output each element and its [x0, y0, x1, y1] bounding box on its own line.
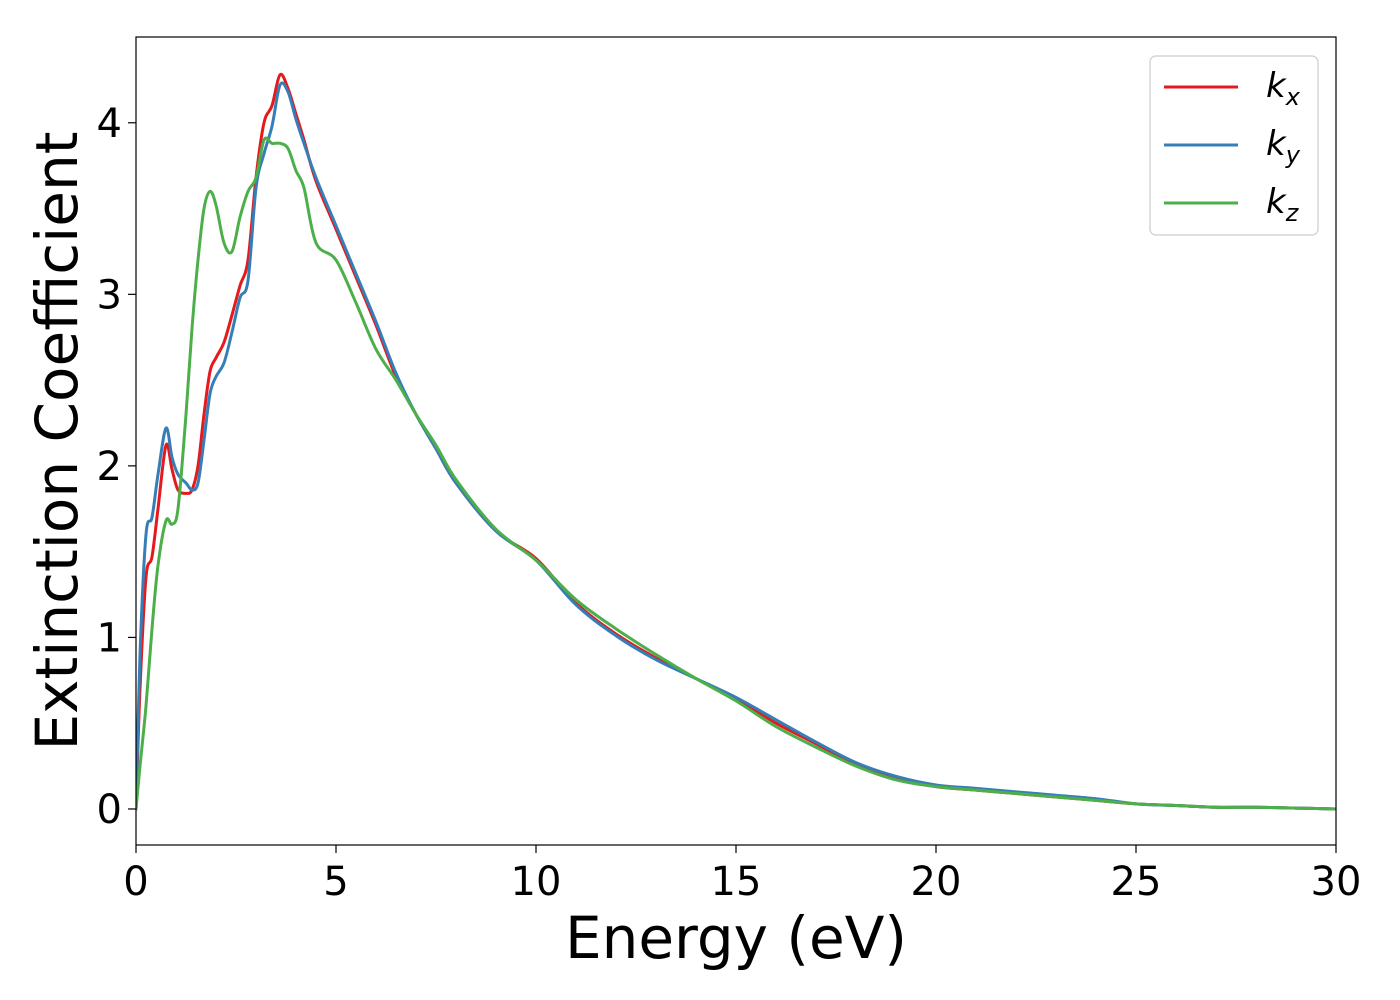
x-tick-label: 5: [323, 859, 348, 905]
legend-label-ky: ky: [1266, 124, 1301, 169]
series-line-ky: [136, 81, 1336, 811]
x-axis-label: Energy (eV): [565, 904, 907, 972]
legend-label-kx: kx: [1266, 66, 1301, 111]
legend: kx ky kz: [1149, 55, 1319, 236]
legend-label-kz: kz: [1266, 182, 1300, 227]
x-tick-label: 20: [911, 859, 962, 905]
series-layer: [136, 72, 1336, 811]
x-tick-label: 15: [711, 859, 762, 905]
y-tick-label: 0: [97, 787, 122, 833]
x-tick-label: 25: [1111, 859, 1162, 905]
series-line-kz: [136, 136, 1336, 811]
x-tick-label: 10: [511, 859, 562, 905]
y-tick-label: 4: [97, 101, 122, 147]
y-tick-label: 3: [97, 272, 122, 318]
plot-area: [136, 72, 1336, 811]
x-tick-label: 0: [123, 859, 148, 905]
x-axis: 0 5 10 15 20 25 30: [123, 845, 1361, 905]
y-tick-label: 2: [97, 444, 122, 490]
y-axis: 0 1 2 3 4: [97, 101, 136, 833]
y-tick-label: 1: [97, 615, 122, 661]
x-tick-label: 30: [1311, 859, 1362, 905]
y-axis-label: Extinction Coefficient: [23, 132, 91, 751]
